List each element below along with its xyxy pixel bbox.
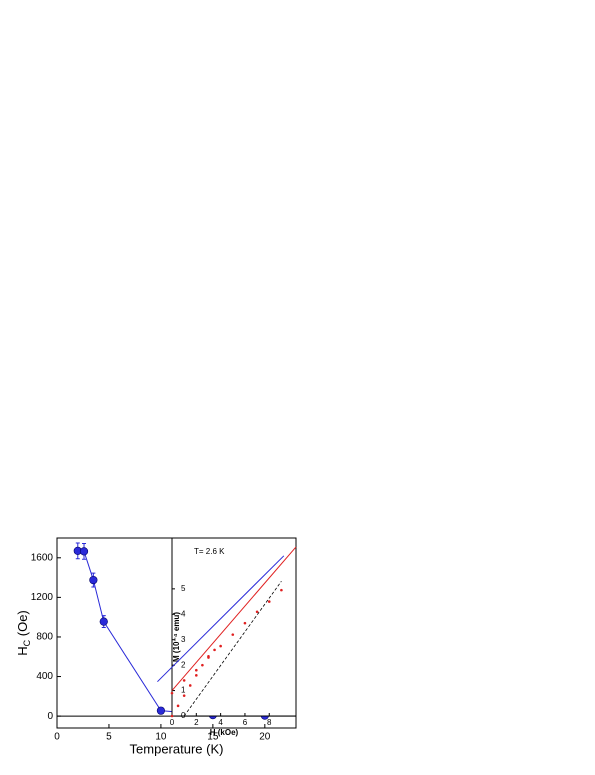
data-point	[195, 674, 198, 677]
fit-line	[157, 555, 285, 683]
data-point	[195, 668, 198, 672]
y-tick-label: 2	[181, 660, 186, 669]
data-point	[213, 648, 216, 652]
x-tick-label: 0	[170, 718, 175, 727]
data-point	[267, 600, 271, 603]
data-point	[182, 679, 186, 682]
x-tick-label: 2	[194, 718, 199, 727]
y-tick-label: 1200	[31, 592, 54, 603]
x-axis-label: Temperature (K)	[130, 741, 224, 756]
data-point	[219, 644, 222, 648]
data-point	[170, 691, 174, 695]
y-tick-label: 1	[181, 686, 186, 695]
data-point	[231, 633, 235, 636]
y-tick-label: 400	[36, 671, 53, 682]
y-tick-label: 4	[181, 609, 186, 618]
data-point	[170, 714, 174, 718]
data-point	[188, 684, 192, 687]
y-label-part: H	[15, 646, 30, 655]
y-tick-label: 0	[47, 711, 53, 722]
y-axis-label: HC (Oe)	[15, 610, 32, 656]
y-axis-label: M (10⁻⁴ emu)	[172, 612, 181, 662]
x-tick-label: 5	[106, 732, 112, 743]
data-point	[207, 656, 210, 659]
data-point	[182, 694, 186, 697]
y-label-part: C	[22, 639, 32, 646]
x-tick-label: 15	[207, 732, 219, 743]
data-point	[201, 663, 204, 667]
x-tick-label: 4	[218, 718, 223, 727]
fit-line	[183, 580, 282, 717]
data-point	[280, 588, 283, 592]
y-tick-label: 3	[181, 635, 186, 644]
annotation: T= 2.6 K	[194, 547, 225, 556]
data-point	[79, 547, 89, 556]
x-tick-label: 10	[155, 732, 167, 743]
data-point	[99, 617, 108, 626]
x-tick-label: 0	[54, 732, 60, 743]
x-tick-label: 6	[243, 718, 248, 727]
fit-line	[171, 546, 297, 691]
data-point	[243, 621, 247, 625]
y-tick-label: 5	[181, 584, 186, 593]
inset-frame	[171, 537, 297, 717]
data-point	[255, 610, 259, 614]
data-point	[176, 704, 180, 708]
y-label-part: (Oe)	[15, 610, 30, 640]
x-tick-label: 8	[267, 718, 272, 727]
y-tick-label: 1600	[31, 552, 54, 563]
x-tick-label: 20	[259, 732, 271, 743]
x-axis-label: H (kOe)	[210, 728, 239, 737]
data-point	[89, 575, 98, 585]
y-tick-label: 800	[36, 632, 53, 643]
data-point	[156, 706, 166, 715]
y-tick-label: 0	[181, 711, 186, 720]
